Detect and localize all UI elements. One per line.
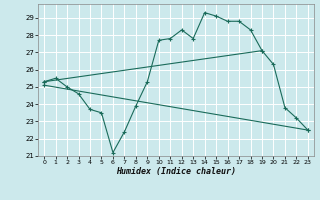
X-axis label: Humidex (Indice chaleur): Humidex (Indice chaleur) (116, 167, 236, 176)
